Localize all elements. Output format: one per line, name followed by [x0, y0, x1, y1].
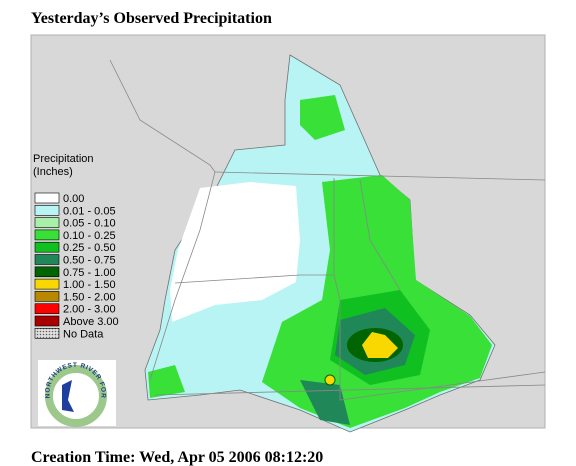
- legend-label: Above 3.00: [63, 316, 119, 328]
- legend-swatch: [34, 291, 60, 302]
- boundaries: [109, 59, 546, 401]
- legend-title: Precipitation: [33, 153, 94, 165]
- logo-ring: [45, 365, 107, 427]
- legend-label: 0.05 - 0.10: [63, 218, 116, 230]
- title: Yesterday’s Observed Precipitation: [31, 10, 272, 27]
- legend-label: 0.50 - 0.75: [63, 255, 116, 267]
- legend-swatch: [34, 315, 60, 327]
- legend-label: 0.25 - 0.50: [63, 242, 116, 254]
- legend-swatch: [34, 217, 60, 228]
- legend-label: 0.10 - 0.25: [63, 230, 116, 242]
- legend-swatch: [34, 303, 60, 315]
- legend-label: 0.75 - 1.00: [63, 267, 116, 279]
- legend-swatch: [34, 327, 60, 339]
- legend-title: (Inches): [33, 166, 73, 178]
- heaviest-region: [324, 374, 336, 386]
- legend-label: 1.00 - 1.50: [63, 279, 116, 291]
- footer: Creation Time: Wed, Apr 05 2006 08:12:20: [31, 449, 323, 466]
- legend-swatch: [34, 266, 60, 278]
- legend-label: 2.00 - 3.00: [63, 304, 116, 316]
- dry-region: [170, 182, 300, 322]
- legend-swatch: [34, 278, 60, 290]
- legend-label: 1.50 - 2.00: [63, 291, 116, 303]
- legend-label: 0.00: [63, 193, 84, 205]
- wet-region: [148, 365, 185, 398]
- legend-swatch: [34, 254, 60, 265]
- legend-swatch: [34, 241, 60, 253]
- heaviest-region: [362, 332, 398, 358]
- legend-label: No Data: [63, 328, 104, 340]
- legend-swatch: [34, 205, 60, 216]
- legend: Precipitation (Inches) 0.000.01 - 0.050.…: [33, 153, 119, 340]
- legend-swatch: [34, 192, 60, 204]
- legend-label: 0.01 - 0.05: [63, 205, 116, 217]
- logo-river: [62, 380, 74, 412]
- wet-region: [300, 95, 345, 140]
- legend-swatch: [34, 229, 60, 241]
